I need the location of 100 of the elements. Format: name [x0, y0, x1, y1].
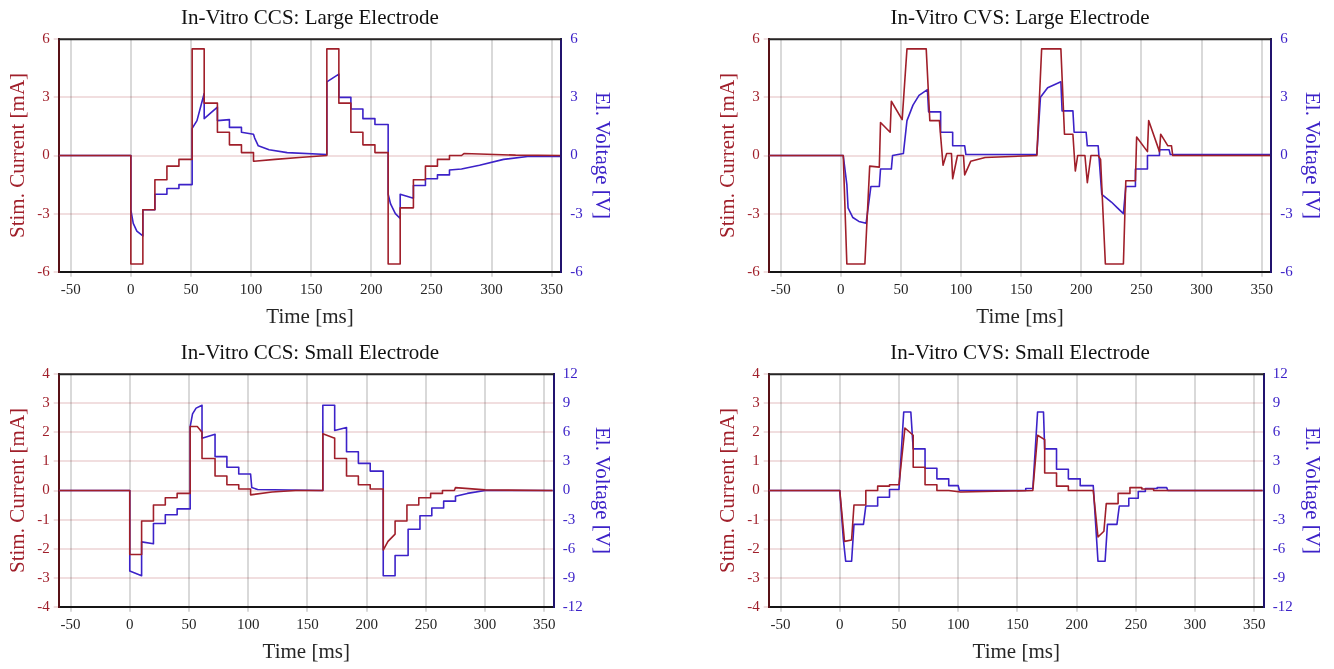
y2-tick-label: 3	[1280, 88, 1288, 105]
x-tick-label: 350	[540, 280, 563, 297]
x-tick-label: 150	[296, 615, 319, 632]
y-tick-label: 4	[42, 365, 51, 382]
y2-axis-title: El. Voltage [V]	[590, 427, 615, 554]
y-tick-label: -3	[37, 204, 50, 221]
y2-tick-label: 6	[562, 423, 571, 440]
y2-tick-label: 12	[562, 365, 578, 382]
x-tick-label: 100	[239, 280, 263, 297]
y2-tick-label: -3	[1272, 510, 1286, 527]
x-tick-label: 100	[949, 280, 973, 297]
x-tick-label: 100	[236, 615, 260, 632]
y-tick-label: 6	[42, 30, 51, 47]
y2-tick-label: 9	[1272, 394, 1281, 411]
y-tick-label: -6	[747, 262, 761, 279]
y2-tick-label: 3	[1272, 452, 1281, 469]
chart-title: In-Vitro CCS: Small Electrode	[180, 340, 440, 365]
x-axis-title: Time [ms]	[976, 303, 1064, 328]
x-tick-label: 100	[946, 615, 970, 632]
y2-tick-label: -9	[562, 568, 576, 585]
y-axis-title: Stim. Current [mA]	[5, 72, 30, 239]
x-tick-label: -50	[770, 615, 791, 632]
y2-tick-label: 6	[570, 30, 579, 47]
y2-tick-label: -6	[570, 262, 584, 279]
y-tick-label: 0	[42, 481, 50, 498]
y2-tick-label: -12	[562, 597, 583, 614]
x-tick-label: 200	[1065, 615, 1088, 632]
y-tick-label: -4	[37, 597, 51, 614]
x-tick-label: 200	[1070, 280, 1093, 297]
x-tick-label: -50	[60, 615, 81, 632]
y-axis-title: Stim. Current [mA]	[5, 407, 30, 574]
y-tick-label: 3	[752, 394, 760, 411]
y-tick-label: 2	[752, 423, 760, 440]
y-tick-label: -1	[747, 510, 760, 527]
x-tick-label: 50	[181, 615, 197, 632]
x-tick-label: 150	[1006, 615, 1029, 632]
x-tick-label: -50	[770, 280, 791, 297]
y2-axis-title: El. Voltage [V]	[590, 92, 615, 219]
x-tick-label: 250	[1124, 615, 1148, 632]
y-tick-label: 2	[42, 423, 50, 440]
x-tick-label: 50	[891, 615, 907, 632]
y2-tick-label: -3	[570, 204, 583, 221]
y2-tick-label: 6	[1280, 30, 1289, 47]
y-tick-label: 3	[752, 88, 760, 105]
x-tick-label: 200	[355, 615, 378, 632]
y2-tick-label: -3	[562, 510, 576, 527]
y-tick-label: 3	[42, 88, 50, 105]
y-tick-label: 1	[42, 452, 50, 469]
x-tick-label: 250	[420, 280, 443, 297]
x-tick-label: 150	[1009, 280, 1033, 297]
y2-tick-label: -6	[1280, 262, 1294, 279]
y2-tick-label: 0	[570, 146, 578, 163]
y2-tick-label: 3	[570, 88, 578, 105]
x-tick-label: 350	[533, 615, 556, 632]
y2-tick-label: -3	[1280, 204, 1293, 221]
y2-tick-label: -6	[1272, 539, 1286, 556]
chart-title: In-Vitro CCS: Large Electrode	[181, 5, 439, 30]
x-axis-title: Time [ms]	[262, 638, 350, 663]
y-tick-label: -4	[747, 597, 761, 614]
x-tick-label: 300	[480, 280, 503, 297]
x-tick-label: 50	[183, 280, 199, 297]
x-tick-label: 300	[1183, 615, 1207, 632]
y-tick-label: 0	[752, 146, 760, 163]
x-tick-label: -50	[60, 280, 81, 297]
y-tick-label: 4	[752, 365, 761, 382]
y2-axis-title: El. Voltage [V]	[1300, 427, 1325, 554]
y-tick-label: 3	[42, 394, 50, 411]
x-tick-label: 200	[360, 280, 383, 297]
x-tick-label: 0	[837, 280, 845, 297]
y-tick-label: 1	[752, 452, 760, 469]
y2-tick-label: 12	[1272, 365, 1288, 382]
y-tick-label: -2	[37, 539, 50, 556]
y2-axis-title: El. Voltage [V]	[1300, 92, 1325, 219]
y-axis-title: Stim. Current [mA]	[715, 407, 740, 574]
y2-tick-label: 0	[1272, 481, 1281, 498]
chart-title: In-Vitro CVS: Large Electrode	[890, 5, 1150, 30]
y-tick-label: -1	[37, 510, 50, 527]
x-tick-label: 150	[299, 280, 323, 297]
x-tick-label: 350	[1243, 615, 1266, 632]
chart-title: In-Vitro CVS: Small Electrode	[890, 340, 1150, 365]
y-tick-label: -3	[747, 204, 760, 221]
y2-tick-label: -12	[1272, 597, 1293, 614]
y2-tick-label: -6	[562, 539, 576, 556]
y-tick-label: -3	[37, 568, 50, 585]
x-tick-label: 250	[414, 615, 438, 632]
y-axis-title: Stim. Current [mA]	[715, 72, 740, 239]
y-tick-label: -6	[37, 262, 51, 279]
x-axis-title: Time [ms]	[266, 303, 354, 328]
y-tick-label: 6	[752, 30, 761, 47]
y2-tick-label: 3	[562, 452, 571, 469]
y-tick-label: 0	[752, 481, 760, 498]
y-tick-label: 0	[42, 146, 50, 163]
x-tick-label: 0	[127, 280, 135, 297]
y2-tick-label: 0	[1280, 146, 1288, 163]
y-tick-label: -2	[747, 539, 760, 556]
y-tick-label: -3	[747, 568, 760, 585]
x-tick-label: 0	[126, 615, 134, 632]
y2-tick-label: 0	[562, 481, 571, 498]
y2-tick-label: -9	[1272, 568, 1286, 585]
y2-tick-label: 9	[562, 394, 571, 411]
